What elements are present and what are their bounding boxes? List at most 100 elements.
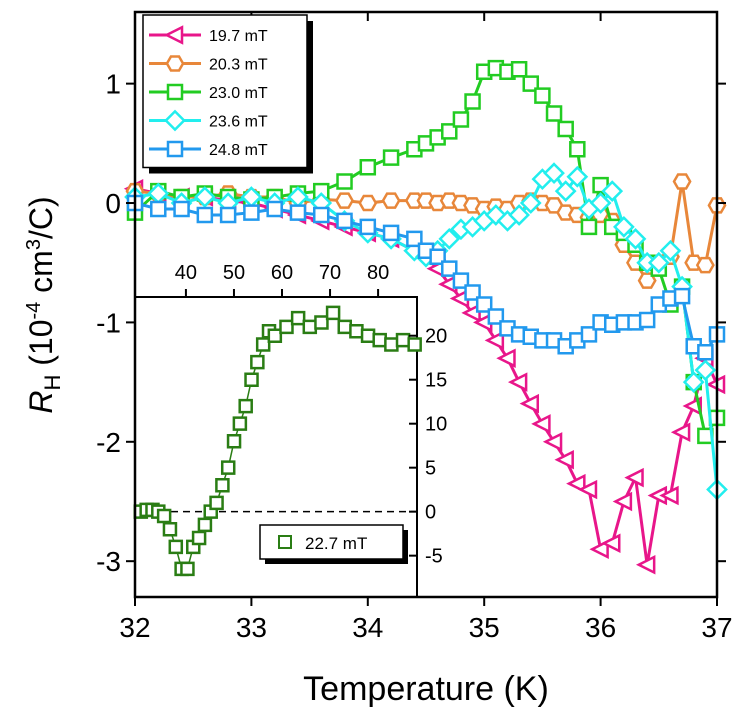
x2-tick-label: 80	[367, 262, 389, 284]
y-axis-unit-exponent: 3	[23, 239, 45, 250]
y-axis-end: /C)	[23, 196, 59, 239]
marker	[635, 555, 656, 575]
y-tick-label: 0	[425, 502, 436, 524]
marker	[279, 319, 294, 335]
marker	[601, 533, 621, 553]
marker	[580, 326, 598, 343]
marker	[404, 192, 424, 209]
marker	[484, 330, 505, 351]
marker	[496, 348, 516, 368]
marker	[441, 123, 458, 140]
legend-marker	[164, 109, 186, 132]
marker	[545, 105, 563, 122]
y-tick-label: 20	[425, 326, 447, 348]
legend-label: 22.7 mT	[305, 534, 367, 553]
x-axis-title: Temperature (K)	[303, 670, 549, 708]
plot-frame	[133, 10, 719, 599]
marker	[180, 561, 195, 577]
marker	[659, 239, 682, 262]
marker	[589, 192, 612, 214]
x-tick-label: 37	[701, 612, 732, 643]
marker	[407, 337, 422, 352]
marker	[438, 227, 461, 250]
marker	[336, 212, 353, 230]
y-tick-label: 1	[105, 69, 121, 100]
legend-marker	[166, 83, 184, 101]
marker	[168, 539, 184, 555]
marker	[255, 337, 271, 352]
marker	[302, 319, 318, 335]
marker	[682, 371, 705, 393]
marker	[372, 332, 387, 348]
marker	[266, 200, 283, 218]
marker	[554, 449, 574, 470]
x-tick-label: 33	[236, 612, 267, 643]
marker	[697, 344, 714, 361]
marker	[312, 206, 330, 224]
marker	[156, 508, 172, 524]
marker	[244, 372, 259, 387]
marker	[659, 485, 679, 506]
x2-tick-label: 50	[223, 262, 245, 284]
x2-tick-label: 60	[271, 262, 293, 284]
marker	[672, 173, 692, 190]
y-tick-label: -3	[96, 546, 121, 577]
y-axis-text: (10	[23, 319, 59, 374]
marker	[193, 186, 216, 208]
marker	[554, 180, 577, 202]
y-tick-label: 0	[105, 188, 121, 219]
legend-label: 19.7 mT	[209, 28, 268, 45]
marker	[197, 517, 213, 533]
marker	[647, 251, 670, 274]
marker	[624, 467, 644, 488]
y-axis-exponent: -4	[23, 302, 45, 320]
marker	[569, 141, 586, 158]
marker	[359, 158, 377, 176]
marker	[226, 434, 242, 449]
marker	[452, 111, 470, 128]
x-tick-label: 34	[352, 612, 383, 643]
marker	[267, 328, 283, 343]
marker	[382, 149, 400, 166]
marker	[191, 530, 207, 546]
marker	[382, 224, 400, 242]
y-tick-label: -5	[425, 546, 443, 568]
marker	[250, 354, 265, 370]
marker	[566, 473, 586, 494]
marker	[534, 87, 551, 104]
marker	[238, 398, 253, 414]
y-tick-label: -2	[96, 427, 121, 458]
marker	[232, 416, 248, 431]
legend-label: 23.6 mT	[209, 114, 268, 131]
y-axis-symbol: R	[23, 391, 59, 414]
marker	[336, 173, 353, 190]
marker	[589, 539, 609, 559]
marker	[695, 256, 715, 274]
marker	[209, 495, 224, 511]
legend-label: 23.0 mT	[209, 85, 268, 102]
marker	[360, 328, 376, 343]
marker	[694, 359, 717, 382]
marker	[624, 227, 647, 250]
legend-marker	[278, 535, 292, 549]
marker	[243, 204, 260, 221]
marker	[557, 120, 574, 138]
marker	[543, 162, 565, 185]
marker	[601, 180, 624, 202]
marker	[359, 218, 377, 236]
x-tick-label: 36	[585, 612, 616, 643]
legend-marker	[165, 55, 185, 72]
y-axis-subscript: H	[40, 375, 65, 391]
marker	[162, 522, 178, 537]
marker	[325, 305, 341, 321]
legend-label: 24.8 mT	[209, 142, 268, 159]
marker	[289, 204, 307, 221]
legend-marker	[166, 140, 184, 158]
marker	[384, 337, 399, 352]
marker	[290, 310, 306, 326]
legend-label: 20.3 mT	[209, 57, 268, 74]
marker	[613, 216, 635, 238]
marker	[638, 311, 656, 329]
marker	[577, 479, 598, 500]
marker	[349, 324, 364, 339]
